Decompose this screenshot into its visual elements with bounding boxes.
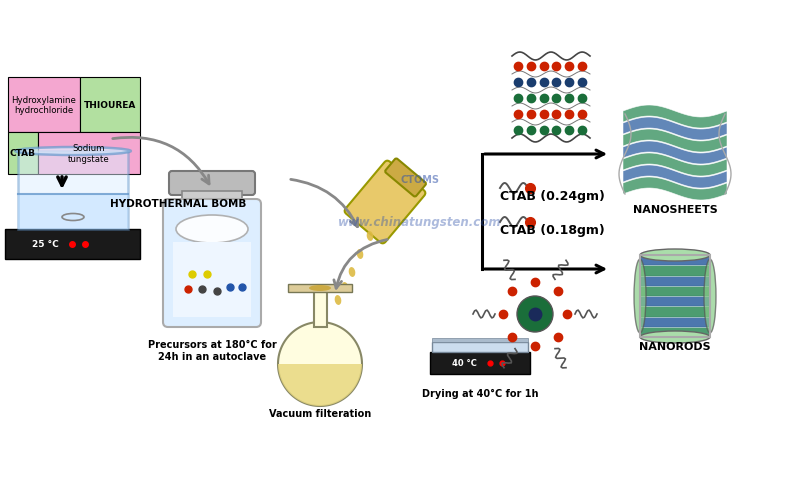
Text: CTOMS: CTOMS xyxy=(401,175,439,184)
FancyBboxPatch shape xyxy=(640,275,710,286)
FancyBboxPatch shape xyxy=(640,316,710,327)
FancyBboxPatch shape xyxy=(163,199,261,327)
FancyBboxPatch shape xyxy=(385,159,426,197)
Polygon shape xyxy=(623,142,727,165)
FancyBboxPatch shape xyxy=(640,305,710,317)
Polygon shape xyxy=(278,322,362,406)
Text: Sodium
tungstate: Sodium tungstate xyxy=(68,144,110,164)
Polygon shape xyxy=(623,118,727,141)
FancyBboxPatch shape xyxy=(640,265,710,276)
FancyBboxPatch shape xyxy=(38,133,140,175)
FancyBboxPatch shape xyxy=(169,172,255,196)
Ellipse shape xyxy=(334,295,342,305)
FancyBboxPatch shape xyxy=(432,338,528,342)
Text: Vacuum filteration: Vacuum filteration xyxy=(269,408,371,418)
FancyBboxPatch shape xyxy=(640,255,710,266)
FancyBboxPatch shape xyxy=(314,289,326,327)
Polygon shape xyxy=(623,106,727,129)
Ellipse shape xyxy=(349,268,355,277)
Polygon shape xyxy=(278,364,362,406)
FancyBboxPatch shape xyxy=(8,133,38,175)
FancyBboxPatch shape xyxy=(432,342,528,352)
Text: NANORODS: NANORODS xyxy=(639,341,711,351)
Ellipse shape xyxy=(640,332,710,343)
Ellipse shape xyxy=(357,250,363,259)
Text: HYDROTHERMAL BOMB: HYDROTHERMAL BOMB xyxy=(110,198,246,209)
FancyBboxPatch shape xyxy=(640,326,710,337)
FancyBboxPatch shape xyxy=(18,195,128,229)
Ellipse shape xyxy=(176,215,248,243)
Text: www.chinatungsten.com: www.chinatungsten.com xyxy=(338,216,502,229)
Polygon shape xyxy=(623,130,727,152)
Polygon shape xyxy=(623,154,727,177)
FancyBboxPatch shape xyxy=(5,229,140,259)
Text: 40 °C: 40 °C xyxy=(452,359,477,368)
FancyBboxPatch shape xyxy=(288,285,352,292)
Text: NANOSHEETS: NANOSHEETS xyxy=(633,205,718,214)
FancyBboxPatch shape xyxy=(430,352,530,374)
Ellipse shape xyxy=(309,286,331,291)
FancyBboxPatch shape xyxy=(640,285,710,296)
Text: Hydroxylamine
hydrochloride: Hydroxylamine hydrochloride xyxy=(11,96,77,115)
Text: Drying at 40°C for 1h: Drying at 40°C for 1h xyxy=(422,388,538,398)
Polygon shape xyxy=(623,178,727,200)
Circle shape xyxy=(517,296,553,333)
Ellipse shape xyxy=(366,231,374,242)
FancyBboxPatch shape xyxy=(345,161,426,244)
Ellipse shape xyxy=(704,259,716,333)
Ellipse shape xyxy=(342,283,348,292)
Text: THIOUREA: THIOUREA xyxy=(84,101,136,110)
Text: Precursors at 180°C for
24h in an autoclave: Precursors at 180°C for 24h in an autocl… xyxy=(148,339,276,361)
Ellipse shape xyxy=(640,249,710,261)
FancyBboxPatch shape xyxy=(182,192,242,207)
Ellipse shape xyxy=(634,259,646,333)
FancyBboxPatch shape xyxy=(173,242,251,318)
FancyBboxPatch shape xyxy=(640,295,710,307)
Text: CTAB (0.24gm): CTAB (0.24gm) xyxy=(499,190,605,203)
Polygon shape xyxy=(623,166,727,189)
Text: CTAB (0.18gm): CTAB (0.18gm) xyxy=(500,224,604,237)
FancyBboxPatch shape xyxy=(80,78,140,133)
Text: 25 °C: 25 °C xyxy=(32,240,58,249)
FancyBboxPatch shape xyxy=(8,78,80,133)
FancyBboxPatch shape xyxy=(18,151,128,229)
Ellipse shape xyxy=(15,148,130,156)
Text: CTAB: CTAB xyxy=(10,149,36,158)
